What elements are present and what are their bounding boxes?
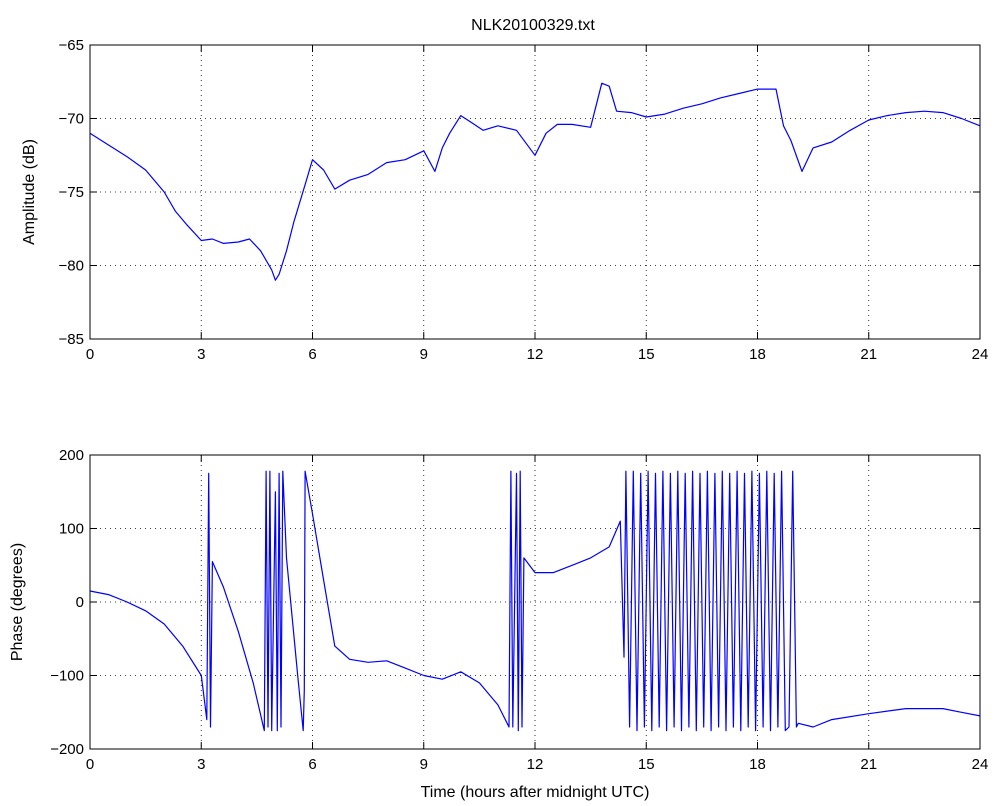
y-tick-label: −75 <box>59 184 84 201</box>
series-line <box>89 82 981 281</box>
x-axis-label: Time (hours after midnight UTC) <box>421 784 650 801</box>
x-tick-label: 21 <box>860 346 877 363</box>
x-tick-label: 18 <box>749 756 766 773</box>
x-tick-label: 9 <box>420 756 428 773</box>
y-tick-label: −70 <box>59 111 84 128</box>
figure-title: NLK20100329.txt <box>471 17 595 34</box>
x-tick-label: 24 <box>972 756 989 773</box>
x-tick-label: 21 <box>860 756 877 773</box>
x-tick-label: 0 <box>86 346 94 363</box>
y-tick-label: −85 <box>59 331 84 348</box>
series-line <box>89 470 981 732</box>
x-tick-label: 3 <box>197 756 205 773</box>
x-tick-label: 24 <box>972 346 989 363</box>
amplitude-panel: 0 3 6 9 12 15 18 21 24 −85 −80 −75 −70 −65 Amplitude (… <box>21 37 988 363</box>
y-tick-label: −200 <box>50 741 84 758</box>
y-axis-label: Amplitude (dB) <box>21 139 38 245</box>
y-tick-label: −65 <box>59 37 84 54</box>
y-tick-label: 200 <box>59 447 84 464</box>
x-tick-label: 18 <box>749 346 766 363</box>
phase-panel: 0 3 6 9 12 15 18 21 24 −200 −100 0 100 200 Phase (degr… <box>9 447 988 801</box>
x-tick-label: 0 <box>86 756 94 773</box>
y-tick-label: 100 <box>59 521 84 538</box>
x-tick-label: 12 <box>527 756 544 773</box>
y-tick-label: −80 <box>59 258 84 275</box>
x-tick-label: 9 <box>420 346 428 363</box>
y-axis-label: Phase (degrees) <box>9 543 26 661</box>
x-tick-label: 12 <box>527 346 544 363</box>
y-tick-label: −100 <box>50 668 84 685</box>
y-tick-label: 0 <box>76 594 84 611</box>
x-tick-label: 6 <box>308 756 316 773</box>
x-tick-label: 15 <box>638 756 655 773</box>
x-tick-label: 6 <box>308 346 316 363</box>
x-tick-label: 15 <box>638 346 655 363</box>
x-tick-label: 3 <box>197 346 205 363</box>
